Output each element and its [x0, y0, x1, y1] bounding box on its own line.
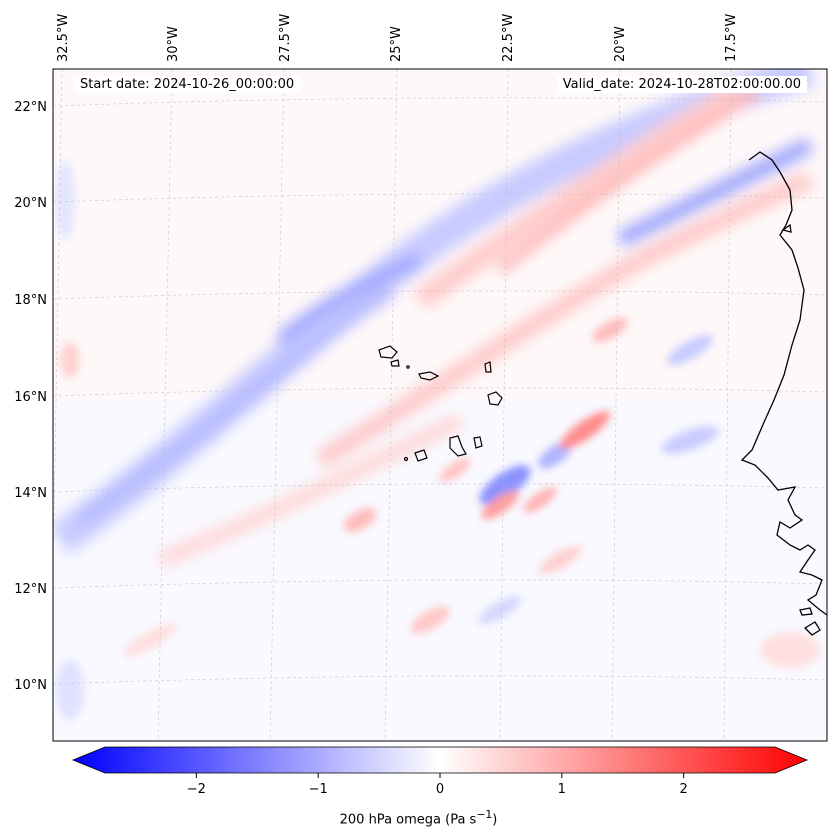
colorbar-title: 200 hPa omega (Pa s−1) — [0, 808, 837, 827]
colorbar-title-suffix: ) — [492, 812, 498, 828]
colorbar-tick-label: 1 — [558, 782, 566, 797]
start-date-label: Start date: 2024-10-26_00:00:00 — [74, 76, 301, 93]
colorbar: −2 −1 0 1 2 — [71, 746, 809, 797]
latitude-labels: 22°N 20°N 18°N 16°N 14°N 12°N 10°N — [14, 100, 47, 693]
gridlines — [53, 69, 827, 741]
lon-label: 32.5°W — [56, 14, 71, 62]
valid-date-label: Valid_date: 2024-10-28T02:00:00.00 — [556, 76, 807, 93]
lat-label: 12°N — [14, 582, 47, 597]
lon-label: 25°W — [389, 26, 404, 62]
colorbar-title-exponent: −1 — [476, 808, 493, 821]
colorbar-title-text: 200 hPa omega (Pa s — [339, 812, 477, 828]
lat-label: 18°N — [14, 293, 47, 308]
colorbar-tick-label: −1 — [309, 782, 328, 797]
lon-label: 30°W — [166, 26, 181, 62]
coastline — [740, 151, 827, 636]
omega-field — [53, 69, 827, 741]
lat-label: 20°N — [14, 196, 47, 211]
lat-label: 22°N — [14, 100, 47, 115]
lat-label: 10°N — [14, 678, 47, 693]
colorbar-tick-label: 0 — [436, 782, 444, 797]
cape-verde-islands — [378, 345, 503, 462]
lat-label: 14°N — [14, 486, 47, 501]
lon-label: 17.5°W — [724, 14, 739, 62]
colorbar-tick-label: 2 — [679, 782, 687, 797]
map-frame — [52, 68, 828, 742]
lon-label: 27.5°W — [278, 14, 293, 62]
colorbar-ticks: −2 −1 0 1 2 — [187, 773, 688, 797]
lon-label: 22.5°W — [501, 14, 516, 62]
lat-label: 16°N — [14, 390, 47, 405]
longitude-labels: 32.5°W 30°W 27.5°W 25°W 22.5°W 20°W 17.5… — [56, 14, 739, 62]
lon-label: 20°W — [613, 26, 628, 62]
colorbar-tick-label: −2 — [187, 782, 206, 797]
